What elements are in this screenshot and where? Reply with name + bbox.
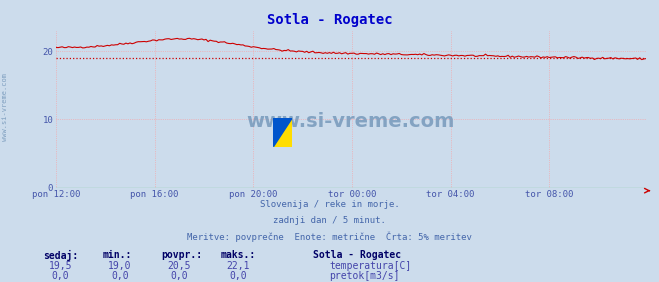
Text: temperatura[C]: temperatura[C] [330, 261, 412, 271]
Polygon shape [273, 118, 292, 147]
Text: 0,0: 0,0 [171, 271, 188, 281]
Polygon shape [273, 118, 292, 147]
Text: www.si-vreme.com: www.si-vreme.com [2, 73, 9, 141]
Text: povpr.:: povpr.: [161, 250, 202, 260]
Text: 20,5: 20,5 [167, 261, 191, 271]
Text: 0,0: 0,0 [52, 271, 69, 281]
Text: 0,0: 0,0 [230, 271, 247, 281]
Text: 19,0: 19,0 [108, 261, 132, 271]
Text: 0,0: 0,0 [111, 271, 129, 281]
Text: pretok[m3/s]: pretok[m3/s] [330, 271, 400, 281]
Text: zadnji dan / 5 minut.: zadnji dan / 5 minut. [273, 216, 386, 225]
Text: www.si-vreme.com: www.si-vreme.com [246, 112, 455, 131]
Text: min.:: min.: [102, 250, 132, 260]
Text: maks.:: maks.: [221, 250, 256, 260]
Text: Meritve: povprečne  Enote: metrične  Črta: 5% meritev: Meritve: povprečne Enote: metrične Črta:… [187, 232, 472, 243]
Text: Sotla - Rogatec: Sotla - Rogatec [313, 250, 401, 260]
Text: sedaj:: sedaj: [43, 250, 78, 261]
Text: 19,5: 19,5 [49, 261, 72, 271]
Text: Slovenija / reke in morje.: Slovenija / reke in morje. [260, 200, 399, 209]
Text: Sotla - Rogatec: Sotla - Rogatec [267, 13, 392, 27]
Text: 22,1: 22,1 [227, 261, 250, 271]
